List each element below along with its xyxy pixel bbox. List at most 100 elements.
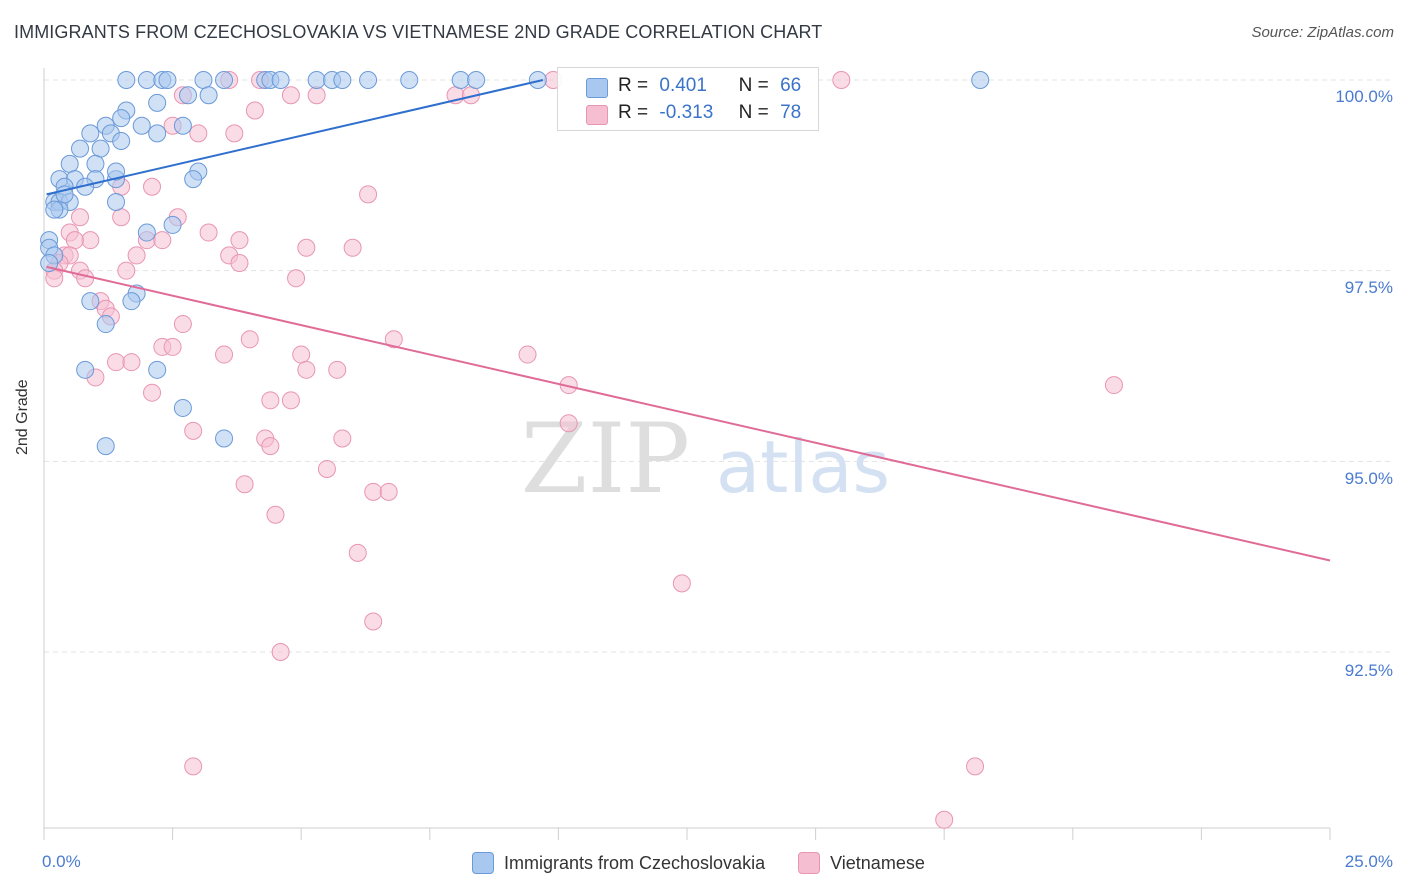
watermark-atlas: atlas [716,425,890,509]
point-vietnamese [65,231,84,250]
x-tick-25: 25.0% [1344,852,1393,871]
y-tick-97-5: 97.5% [1344,278,1393,297]
point-vietnamese [143,383,162,402]
point-vietnamese [518,345,537,364]
legend-row-vietnamese: R = -0.313 N = 78 [618,102,801,124]
point-czechoslovakia [333,71,352,89]
point-czechoslovakia [359,71,378,89]
point-vietnamese [184,421,203,440]
point-vietnamese [45,269,64,288]
point-czechoslovakia [81,292,100,311]
point-vietnamese [163,337,182,356]
legend-r-label: R = [618,75,649,96]
point-czechoslovakia [148,93,167,112]
point-czechoslovakia [400,71,419,89]
point-czechoslovakia [112,109,131,128]
point-czechoslovakia [179,86,198,105]
point-czechoslovakia [215,429,234,448]
point-czechoslovakia [307,71,326,89]
watermark-zip: ZIP [521,403,690,515]
point-czechoslovakia [122,292,141,311]
legend-n-label: N = [738,75,769,96]
point-czechoslovakia [158,71,177,89]
point-czechoslovakia [528,71,547,89]
series-legend-vietnamese: Vietnamese [798,852,925,874]
point-czechoslovakia [173,398,192,417]
gridlines [44,79,1392,653]
source-label: Source: ZipAtlas.com [1251,24,1394,41]
point-vietnamese [122,353,141,372]
point-czechoslovakia [107,193,126,212]
point-vietnamese [379,482,398,501]
legend-n-value-czechoslovakia: 66 [780,75,802,96]
trend-line-czechoslovakia [46,79,544,196]
point-vietnamese [127,246,146,265]
point-vietnamese [359,185,378,204]
y-tick-100: 100.0% [1335,87,1393,106]
point-vietnamese [189,124,208,143]
trend-lines [46,79,1331,562]
point-vietnamese [199,223,218,242]
point-vietnamese [292,345,311,364]
legend-n-label: N = [738,102,769,123]
point-czechoslovakia [194,71,213,89]
point-vietnamese [281,391,300,410]
point-vietnamese [281,86,300,105]
point-czechoslovakia [91,139,110,158]
legend-r-value-czechoslovakia: 0.401 [659,75,707,96]
legend-swatch-vietnamese [586,105,608,125]
point-vietnamese [117,261,136,280]
point-vietnamese [966,757,985,776]
y-tick-92-5: 92.5% [1344,661,1393,680]
point-czechoslovakia [40,254,59,273]
point-czechoslovakia [137,223,156,242]
point-vietnamese [384,330,403,349]
point-vietnamese [81,231,100,250]
point-vietnamese [240,330,259,349]
point-vietnamese [225,124,244,143]
point-vietnamese [76,269,95,288]
point-czechoslovakia [215,71,234,89]
y-tick-95: 95.0% [1344,469,1393,488]
vietnamese-points [45,71,1123,829]
point-vietnamese [297,360,316,379]
point-czechoslovakia [81,124,100,143]
point-vietnamese [672,574,691,593]
point-czechoslovakia [137,71,156,89]
point-vietnamese [935,810,954,829]
point-czechoslovakia [45,200,64,219]
series-swatch-vietnamese [798,852,821,874]
point-vietnamese [1104,376,1123,395]
legend-r-value-vietnamese: -0.313 [659,102,714,123]
trend-line-vietnamese [46,265,1331,562]
point-vietnamese [235,475,254,494]
point-czechoslovakia [148,360,167,379]
point-vietnamese [107,353,126,372]
point-vietnamese [215,345,234,364]
series-legend-czechoslovakia: Immigrants from Czechoslovakia [472,852,765,874]
point-czechoslovakia [467,71,486,89]
point-vietnamese [559,414,578,433]
point-vietnamese [832,71,851,89]
series-label-vietnamese: Vietnamese [830,852,925,873]
czechoslovakia-points [40,71,990,456]
point-vietnamese [297,238,316,257]
point-czechoslovakia [163,215,182,234]
point-czechoslovakia [132,116,151,135]
point-vietnamese [287,269,306,288]
point-vietnamese [364,482,383,501]
point-czechoslovakia [60,154,79,173]
point-czechoslovakia [86,154,105,173]
legend-swatch-czechoslovakia [586,78,608,98]
point-czechoslovakia [199,86,218,105]
point-czechoslovakia [96,437,115,456]
point-vietnamese [261,391,280,410]
point-vietnamese [230,254,249,273]
point-vietnamese [112,208,131,227]
point-vietnamese [143,177,162,196]
point-vietnamese [230,231,249,250]
point-czechoslovakia [971,71,990,89]
correlation-legend: R = 0.401 N = 66 R = -0.313 N = 78 [557,67,819,131]
point-czechoslovakia [184,170,203,189]
